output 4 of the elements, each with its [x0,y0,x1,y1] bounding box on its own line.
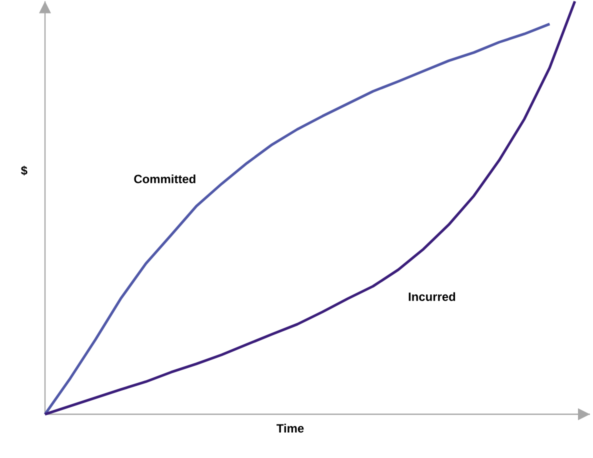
y-axis-title: $ [20,166,28,176]
x-axis-title: Time [276,424,304,432]
text: Incurred [408,292,456,301]
series-label: Committed [134,174,196,184]
